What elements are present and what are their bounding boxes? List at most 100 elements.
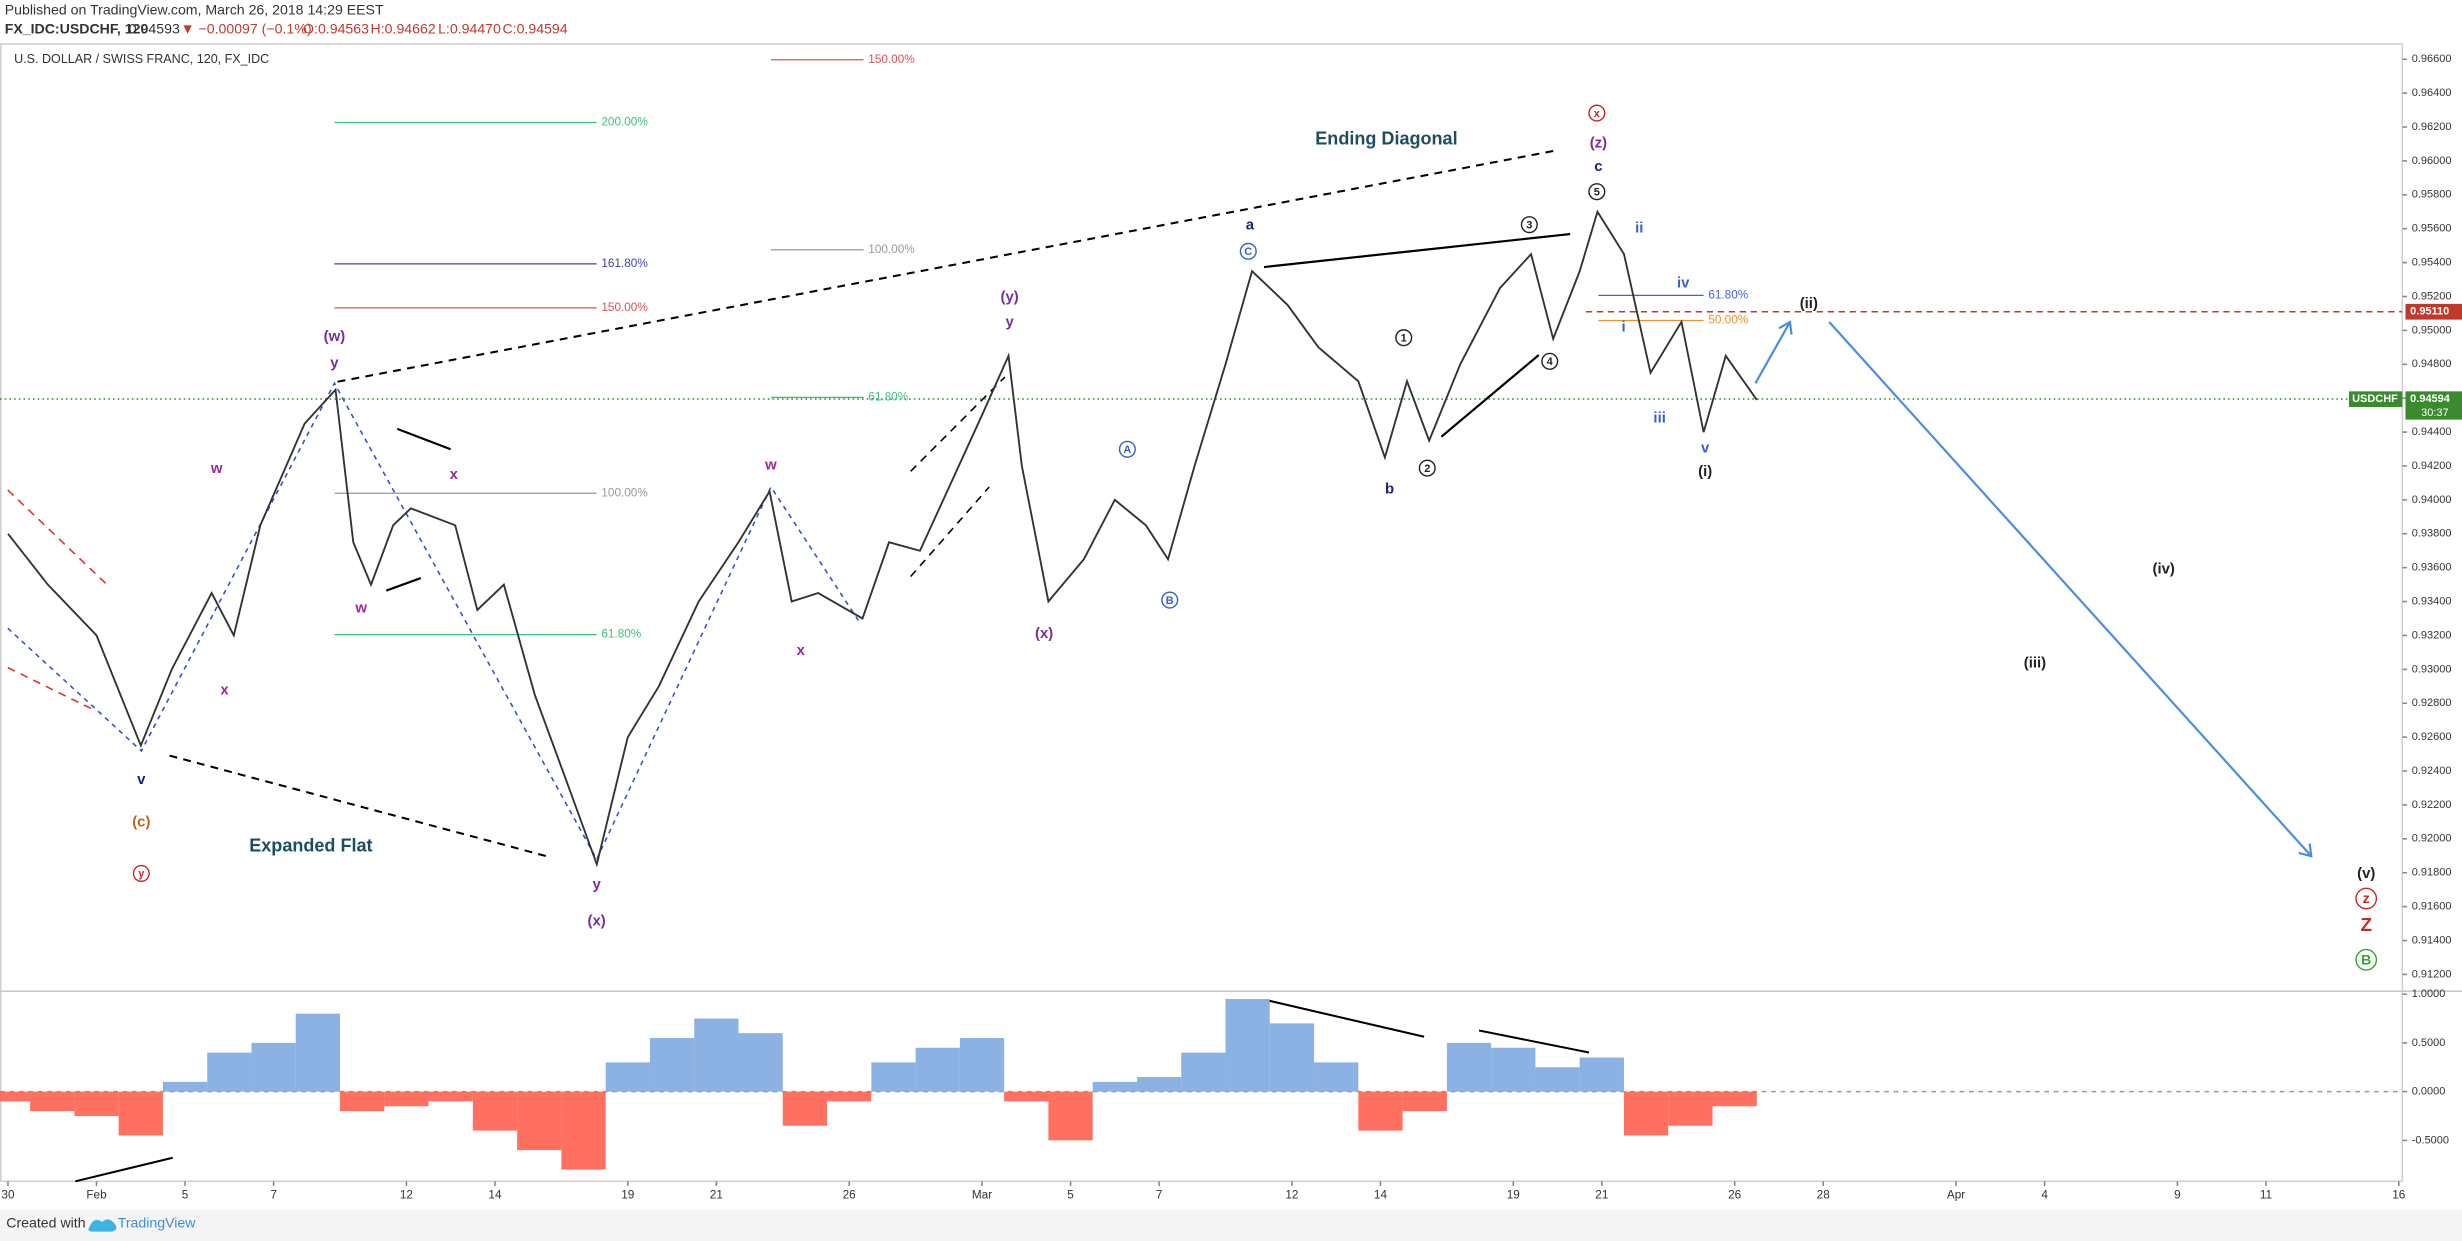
y-tick-label: -0.5000 bbox=[2412, 1134, 2449, 1146]
wave-label: (w) bbox=[324, 329, 346, 345]
x-tick-label: 26 bbox=[843, 1189, 857, 1202]
wave-label: 5 bbox=[1594, 186, 1600, 198]
y-tick-label: 0.5000 bbox=[2412, 1037, 2446, 1049]
wave-label: 3 bbox=[1526, 219, 1532, 231]
divergence-line bbox=[1268, 999, 1425, 1038]
wave-circle bbox=[2355, 948, 2378, 971]
wave-label: 1 bbox=[1401, 332, 1407, 344]
last-name: USDCHF bbox=[2352, 393, 2398, 405]
wave-circle bbox=[1418, 459, 1436, 477]
fib-label: 61.80% bbox=[601, 628, 641, 641]
arrow-head bbox=[1778, 320, 1793, 335]
created-with: Created with bbox=[6, 1214, 85, 1230]
y-tick-label: 0.91400 bbox=[2412, 934, 2452, 946]
indicator-bar bbox=[871, 1062, 916, 1092]
indicator-bar bbox=[340, 1091, 385, 1112]
plot-frame bbox=[0, 43, 2404, 1183]
fib-label: 50.00% bbox=[1708, 314, 1748, 327]
y-tick-label: 0.96600 bbox=[2412, 53, 2452, 65]
y-tick-label: 0.93400 bbox=[2412, 595, 2452, 607]
wave-label: (z) bbox=[1590, 136, 1607, 152]
wave-label: z bbox=[2363, 890, 2370, 906]
wave-circle bbox=[1588, 104, 1606, 122]
wave-label: i bbox=[1621, 319, 1625, 335]
annotation: Ending Diagonal bbox=[1315, 129, 1457, 149]
high: H:0.94662 bbox=[371, 21, 436, 37]
x-tick-label: 21 bbox=[710, 1189, 723, 1202]
wave-label: iii bbox=[1653, 411, 1665, 427]
fib-label: 200.00% bbox=[601, 116, 648, 129]
countdown: 30:37 bbox=[2421, 407, 2448, 419]
fib-label: 150.00% bbox=[868, 53, 915, 66]
y-tick-label: 0.95800 bbox=[2412, 189, 2452, 201]
wave-label: y bbox=[593, 877, 602, 893]
wave-label: 2 bbox=[1424, 463, 1430, 475]
indicator-bar bbox=[782, 1091, 828, 1126]
wave-circle bbox=[1520, 216, 1538, 234]
wave-zigzag bbox=[7, 381, 862, 862]
indicator-bar bbox=[605, 1062, 650, 1092]
fib-label: 100.00% bbox=[601, 486, 648, 499]
y-tick-label: 0.96000 bbox=[2412, 155, 2452, 167]
indicator-bar bbox=[74, 1091, 119, 1116]
y-tick-label: 0.96200 bbox=[2412, 121, 2452, 133]
x-tick-label: 5 bbox=[1067, 1189, 1074, 1202]
indicator-bar bbox=[827, 1091, 872, 1102]
y-tick-label: 0.92200 bbox=[2412, 799, 2452, 811]
trend-line bbox=[1263, 232, 1571, 269]
divergence-line bbox=[75, 1156, 173, 1183]
y-tick-label: 0.93200 bbox=[2412, 629, 2452, 641]
indicator-bar bbox=[1136, 1077, 1182, 1092]
change: ▼ −0.00097 (−0.1%) bbox=[181, 21, 312, 37]
wave-circle bbox=[132, 864, 150, 882]
x-tick-label: 7 bbox=[1156, 1189, 1163, 1202]
y-tick-label: 0.95400 bbox=[2412, 257, 2452, 269]
y-tick-label: 0.95000 bbox=[2412, 324, 2452, 336]
wave-label: y bbox=[330, 356, 339, 372]
x-tick-label: Feb bbox=[86, 1189, 107, 1202]
y-tick-label: 0.93600 bbox=[2412, 562, 2452, 574]
indicator-bar bbox=[1048, 1091, 1093, 1141]
wave-label: x bbox=[797, 643, 806, 659]
annotation: Expanded Flat bbox=[249, 835, 372, 855]
wave-circle bbox=[1541, 352, 1559, 370]
y-tick-label: 0.92000 bbox=[2412, 833, 2452, 845]
x-tick-label: 9 bbox=[2174, 1189, 2181, 1202]
footer-bar bbox=[0, 1209, 2462, 1241]
fib-label: 61.80% bbox=[868, 391, 908, 404]
symbol: FX_IDC:USDCHF, 120 bbox=[5, 21, 149, 37]
x-tick-label: Mar bbox=[972, 1189, 992, 1202]
logo bbox=[88, 1219, 117, 1232]
indicator-bar bbox=[1269, 1023, 1315, 1092]
last-price-header: 0.94593 bbox=[129, 21, 180, 37]
trend-line bbox=[337, 149, 1555, 383]
close: C:0.94594 bbox=[502, 21, 567, 37]
wave-label: B bbox=[2361, 951, 2371, 967]
fib-label: 61.80% bbox=[1708, 288, 1748, 301]
wave-label: B bbox=[1166, 595, 1174, 607]
projection-arrow bbox=[1828, 321, 2313, 857]
x-tick-label: 21 bbox=[1595, 1189, 1608, 1202]
fib-label: 150.00% bbox=[601, 301, 648, 314]
indicator-bar bbox=[1623, 1091, 1669, 1136]
y-tick-label: 0.95600 bbox=[2412, 223, 2452, 235]
y-tick-label: 0.94200 bbox=[2412, 460, 2452, 472]
wave-label: x bbox=[1594, 108, 1601, 120]
y-tick-label: 1.0000 bbox=[2412, 988, 2446, 1000]
level-box bbox=[2405, 303, 2462, 320]
wave-circle bbox=[1395, 329, 1413, 347]
indicator-bar bbox=[1535, 1067, 1580, 1092]
wave-label: (x) bbox=[1035, 626, 1053, 642]
wave-label: b bbox=[1385, 481, 1394, 497]
x-tick-label: 14 bbox=[488, 1189, 502, 1202]
y-tick-label: 0.91200 bbox=[2412, 968, 2452, 980]
indicator-bar bbox=[118, 1091, 163, 1136]
indicator-bar bbox=[1402, 1091, 1447, 1112]
y-tick-label: 0.0000 bbox=[2412, 1086, 2446, 1098]
y-tick-label: 0.96400 bbox=[2412, 87, 2452, 99]
wave-label: (iv) bbox=[2152, 561, 2174, 577]
channel-line bbox=[910, 486, 990, 578]
fib-label: 100.00% bbox=[868, 243, 915, 256]
wave-circle bbox=[1588, 183, 1606, 201]
y-tick-label: 0.95200 bbox=[2412, 290, 2452, 302]
